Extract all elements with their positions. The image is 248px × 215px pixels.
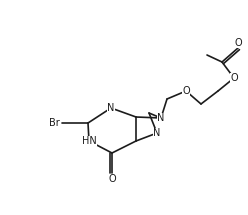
Text: N: N [157, 113, 165, 123]
Text: N: N [153, 128, 161, 138]
Text: N: N [107, 103, 115, 113]
Text: O: O [234, 38, 242, 48]
Text: O: O [182, 86, 190, 96]
Text: Br: Br [49, 118, 60, 128]
Text: O: O [230, 73, 238, 83]
Text: O: O [108, 174, 116, 184]
Text: HN: HN [82, 136, 96, 146]
